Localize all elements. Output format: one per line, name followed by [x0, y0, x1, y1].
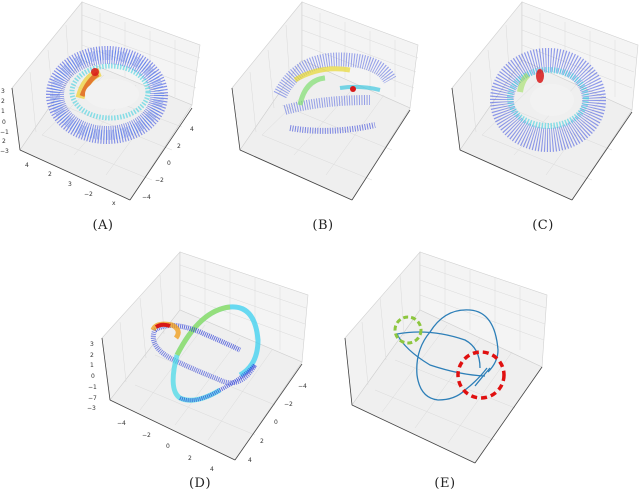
svg-text:2: 2: [177, 143, 181, 150]
svg-text:−4: −4: [117, 420, 126, 427]
panel-d-plot: 3 2 1 0 −1 −7 −3 −4 −2 0 2 4 −4 −2 0 2 4: [87, 251, 309, 473]
svg-text:−2: −2: [284, 401, 293, 408]
panel-a-plot: 3 2 1 0 −1 2 −3 4 2 3 −2 x 4 2 0 −2 −4: [0, 1, 201, 207]
panel-a-caption: (A): [92, 218, 114, 233]
svg-text:4: 4: [190, 126, 194, 133]
svg-text:−4: −4: [142, 194, 151, 201]
svg-text:−1: −1: [0, 129, 9, 136]
svg-text:1: 1: [90, 362, 94, 369]
svg-text:3: 3: [68, 181, 72, 188]
svg-text:−7: −7: [88, 395, 97, 402]
panel-e-caption: (E): [434, 476, 456, 491]
svg-text:−2: −2: [84, 191, 93, 198]
red-highlight-circle: [456, 350, 506, 400]
panel-d: 3 2 1 0 −1 −7 −3 −4 −2 0 2 4 −4 −2 0 2 4 (D): [80, 250, 320, 499]
svg-text:2: 2: [2, 138, 6, 145]
svg-text:4: 4: [210, 466, 214, 473]
svg-text:−3: −3: [87, 405, 96, 412]
panel-b-plot: [231, 1, 419, 201]
svg-text:−2: −2: [142, 432, 151, 439]
svg-text:2: 2: [188, 455, 192, 462]
svg-text:2: 2: [48, 171, 52, 178]
svg-text:3: 3: [1, 88, 5, 95]
svg-text:x: x: [112, 200, 116, 207]
svg-text:0: 0: [274, 419, 278, 426]
panel-e: (E): [320, 250, 640, 499]
green-highlight-circle: [393, 315, 423, 345]
svg-text:0: 0: [91, 373, 95, 380]
svg-text:0: 0: [2, 119, 6, 126]
panel-c-caption: (C): [532, 218, 554, 233]
svg-text:−2: −2: [155, 177, 164, 184]
panel-e-plot: [344, 251, 548, 464]
svg-text:4: 4: [25, 162, 29, 169]
svg-text:2: 2: [260, 438, 264, 445]
svg-text:0: 0: [166, 443, 170, 450]
panel-b-caption: (B): [312, 218, 334, 233]
panel-d-ticks: 3 2 1 0 −1 −7 −3 −4 −2 0 2 4 −4 −2 0 2 4: [87, 341, 307, 473]
panel-b: (B): [210, 0, 430, 240]
panel-c: (C): [420, 0, 640, 240]
svg-text:−1: −1: [88, 384, 97, 391]
svg-text:−3: −3: [0, 148, 9, 155]
panel-c-plot: [451, 1, 639, 201]
svg-text:0: 0: [167, 160, 171, 167]
svg-text:1: 1: [1, 108, 5, 115]
svg-text:4: 4: [248, 457, 252, 464]
svg-text:2: 2: [90, 352, 94, 359]
panel-a-z-ticks: 3 2 1 0 −1 2 −3 4 2 3 −2 x 4 2 0 −2 −4: [0, 88, 194, 207]
svg-text:2: 2: [1, 98, 5, 105]
svg-text:3: 3: [90, 341, 94, 348]
panel-a: 3 2 1 0 −1 2 −3 4 2 3 −2 x 4 2 0 −2 −4 (A): [0, 0, 215, 240]
svg-text:−4: −4: [298, 383, 307, 390]
panel-d-caption: (D): [188, 476, 212, 491]
